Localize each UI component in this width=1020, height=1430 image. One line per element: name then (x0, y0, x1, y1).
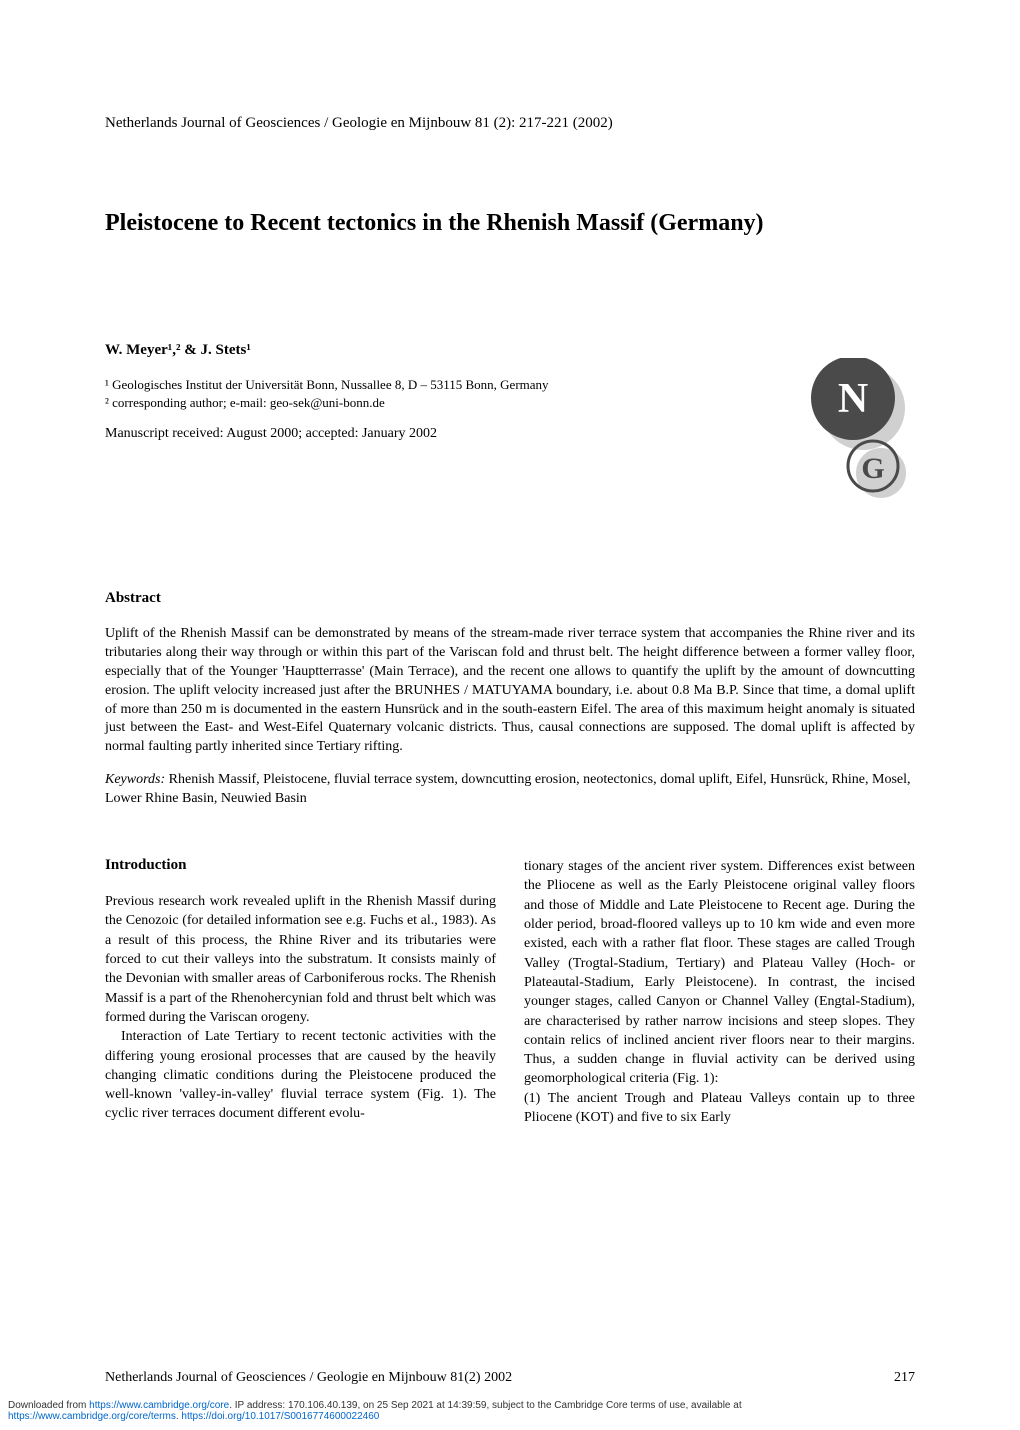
column-right: tionary stages of the ancient river syst… (524, 857, 915, 1127)
download-notice: Downloaded from https://www.cambridge.or… (8, 1400, 742, 1422)
page-number: 217 (894, 1370, 915, 1386)
keywords-label: Keywords: (105, 772, 165, 787)
authors: W. Meyer¹,² & J. Stets¹ (105, 342, 915, 359)
journal-logo-icon: N G (793, 358, 913, 508)
introduction-para1: Previous research work revealed uplift i… (105, 892, 496, 1027)
introduction-col2-para1: tionary stages of the ancient river syst… (524, 857, 915, 1089)
abstract-heading: Abstract (105, 590, 915, 607)
cambridge-terms-link[interactable]: https://www.cambridge.org/core/terms (8, 1411, 176, 1422)
footer-journal-ref: Netherlands Journal of Geosciences / Geo… (105, 1370, 512, 1386)
column-left: Introduction Previous research work reve… (105, 857, 496, 1127)
introduction-para2: Interaction of Late Tertiary to recent t… (105, 1027, 496, 1124)
page-footer: Netherlands Journal of Geosciences / Geo… (105, 1370, 915, 1386)
keywords: Keywords: Rhenish Massif, Pleistocene, f… (105, 771, 915, 809)
introduction-col2-para2: (1) The ancient Trough and Plateau Valle… (524, 1089, 915, 1128)
introduction-heading: Introduction (105, 857, 496, 874)
doi-link[interactable]: https://doi.org/10.1017/S001677460002246… (181, 1411, 379, 1422)
article-title: Pleistocene to Recent tectonics in the R… (105, 210, 915, 237)
download-prefix: Downloaded from (8, 1400, 89, 1411)
svg-text:N: N (838, 376, 868, 422)
keywords-text: Rhenish Massif, Pleistocene, fluvial ter… (105, 772, 911, 806)
download-middle: . IP address: 170.106.40.139, on 25 Sep … (229, 1400, 741, 1411)
abstract-text: Uplift of the Rhenish Massif can be demo… (105, 625, 915, 757)
cambridge-core-link[interactable]: https://www.cambridge.org/core (89, 1400, 229, 1411)
journal-reference: Netherlands Journal of Geosciences / Geo… (105, 115, 915, 132)
svg-text:G: G (861, 452, 884, 485)
